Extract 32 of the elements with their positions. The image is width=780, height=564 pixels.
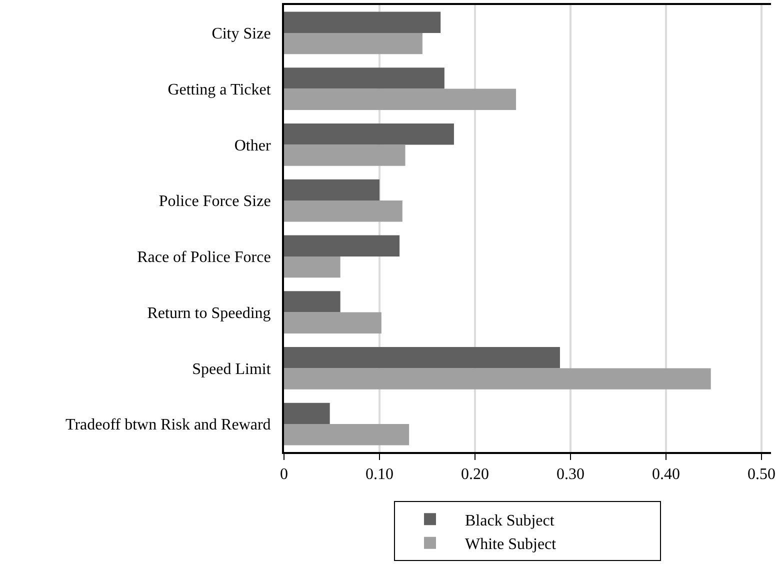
bar: [284, 144, 406, 166]
x-tick-label: 0.40: [652, 466, 680, 484]
x-tick-label: 0.30: [556, 466, 584, 484]
bar: [284, 12, 441, 33]
y-tick-label: Speed Limit: [192, 360, 272, 378]
y-tick-label: Police Force Size: [158, 193, 271, 210]
bar: [284, 200, 402, 222]
bar: [284, 179, 380, 201]
bar: [284, 123, 454, 145]
bar: [284, 368, 711, 390]
bar: [284, 32, 422, 54]
y-tick-label: Return to Speeding: [147, 304, 271, 322]
x-tick-label: 0.10: [365, 466, 394, 484]
bar: [284, 291, 340, 312]
y-tick-label: City Size: [212, 26, 271, 43]
y-tick-label: Other: [234, 137, 272, 154]
bar: [284, 424, 410, 446]
bar: [284, 256, 340, 278]
y-tick-label: Race of Police Force: [137, 249, 271, 266]
bar: [284, 235, 400, 256]
y-tick-label: Tradeoff btwn Risk and Reward: [65, 416, 271, 434]
bar: [284, 68, 444, 89]
bar: [284, 346, 560, 368]
x-tick-label: 0.20: [460, 466, 489, 484]
bar: [284, 402, 330, 424]
legend-label: White Subject: [465, 536, 557, 554]
bar: [284, 88, 516, 110]
x-tick-label: 0.50: [747, 466, 776, 484]
bar: [284, 312, 382, 334]
legend-label: Black Subject: [465, 512, 555, 530]
x-tick-label: 0: [280, 466, 288, 484]
y-tick-label: Getting a Ticket: [168, 81, 272, 98]
